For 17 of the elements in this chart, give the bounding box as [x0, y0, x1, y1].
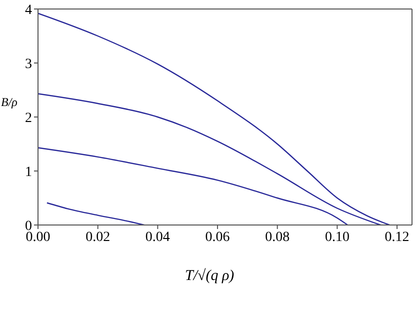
x-tick-label: 0.02	[86, 230, 110, 245]
x-tick-label: 0.10	[324, 230, 350, 245]
y-tick-label: 2	[25, 110, 32, 126]
line-series	[38, 93, 382, 225]
y-tick-label: 1	[25, 164, 32, 180]
x-tick-label: 0.08	[265, 230, 290, 245]
x-axis-title: T/√(q ρ)	[185, 268, 234, 285]
line-series	[38, 147, 348, 225]
y-tick-label: 4	[25, 2, 32, 18]
line-series	[38, 12, 390, 225]
line-series	[46, 202, 145, 225]
y-axis-title: B/ρ	[1, 95, 18, 110]
x-tick-label: 0.04	[145, 230, 170, 245]
x-tick-label: 0.06	[205, 230, 230, 245]
x-tick-label: 0.12	[384, 230, 410, 245]
y-tick-label: 3	[25, 56, 32, 72]
x-tick-label: 0.00	[26, 230, 50, 245]
